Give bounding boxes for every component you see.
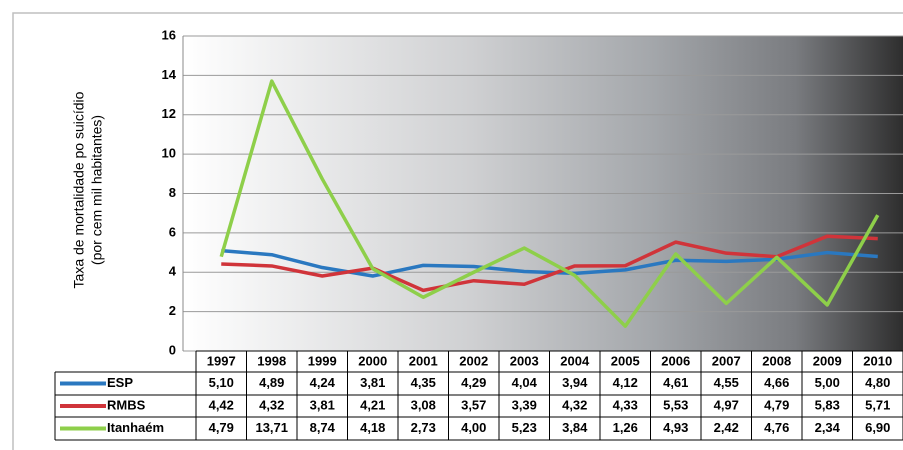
x-tick-label: 2005 xyxy=(611,353,640,368)
x-tick-label: 2004 xyxy=(560,353,590,368)
data-label: 4,32 xyxy=(562,397,587,412)
data-label: 5,53 xyxy=(663,397,688,412)
data-label: 4,24 xyxy=(310,375,336,390)
data-label: 13,71 xyxy=(255,420,288,435)
series-line xyxy=(221,234,878,293)
x-tick-label: 2007 xyxy=(712,353,741,368)
x-tick-label: 2001 xyxy=(409,353,438,368)
series-line xyxy=(221,248,878,278)
data-label: 3,39 xyxy=(512,397,537,412)
y-axis-label: (por cem mil habitantes) xyxy=(89,115,105,265)
data-label: 8,74 xyxy=(310,420,336,435)
data-label: 5,71 xyxy=(865,397,890,412)
data-label: 4,93 xyxy=(663,420,688,435)
x-tick-label: 2008 xyxy=(762,353,791,368)
x-tick-label: 1997 xyxy=(207,353,236,368)
data-label: 4,61 xyxy=(663,375,688,390)
x-tick-label: 1998 xyxy=(257,353,286,368)
data-label: 4,42 xyxy=(209,397,234,412)
y-tick-label: 0 xyxy=(169,342,176,357)
x-tick-label: 2000 xyxy=(358,353,387,368)
data-label: 3,57 xyxy=(461,397,486,412)
data-label: 4,35 xyxy=(411,375,436,390)
data-label: 4,33 xyxy=(613,397,638,412)
y-tick-label: 12 xyxy=(162,106,176,121)
data-label: 4,55 xyxy=(714,375,739,390)
x-tick-label: 2002 xyxy=(459,353,488,368)
legend-label: ESP xyxy=(107,375,133,390)
legend-label: RMBS xyxy=(107,397,146,412)
data-label: 5,83 xyxy=(815,397,840,412)
data-label: 4,04 xyxy=(512,375,538,390)
y-tick-label: 4 xyxy=(169,264,177,279)
y-tick-label: 6 xyxy=(169,224,176,239)
data-label: 5,23 xyxy=(512,420,537,435)
y-tick-label: 14 xyxy=(162,67,177,82)
data-label: 4,76 xyxy=(764,420,789,435)
data-label: 4,89 xyxy=(259,375,284,390)
x-tick-label: 2006 xyxy=(661,353,690,368)
data-label: 6,90 xyxy=(865,420,890,435)
data-label: 3,94 xyxy=(562,375,588,390)
data-label: 3,81 xyxy=(310,397,335,412)
data-label: 1,26 xyxy=(613,420,638,435)
legend-label: Itanhaém xyxy=(107,420,164,435)
data-label: 3,81 xyxy=(360,375,385,390)
data-label: 4,18 xyxy=(360,420,385,435)
data-label: 2,73 xyxy=(411,420,436,435)
data-label: 3,08 xyxy=(411,397,436,412)
data-label: 3,84 xyxy=(562,420,588,435)
x-tick-label: 2010 xyxy=(863,353,892,368)
x-tick-label: 2009 xyxy=(813,353,842,368)
data-label: 4,21 xyxy=(360,397,385,412)
y-tick-label: 16 xyxy=(162,27,176,42)
data-label: 5,00 xyxy=(815,375,840,390)
data-label: 2,42 xyxy=(714,420,739,435)
data-label: 2,34 xyxy=(815,420,841,435)
data-label: 4,79 xyxy=(209,420,234,435)
data-label: 5,10 xyxy=(209,375,234,390)
y-tick-label: 2 xyxy=(169,303,176,318)
data-label: 4,97 xyxy=(714,397,739,412)
y-tick-label: 8 xyxy=(169,185,176,200)
frame xyxy=(12,12,903,450)
data-label: 4,66 xyxy=(764,375,789,390)
y-axis-label: Taxa de mortalidade po suicídio xyxy=(71,91,87,288)
y-tick-label: 10 xyxy=(162,146,176,161)
data-label: 4,29 xyxy=(461,375,486,390)
x-tick-label: 2003 xyxy=(510,353,539,368)
series-line xyxy=(219,79,880,328)
data-label: 4,32 xyxy=(259,397,284,412)
data-label: 4,79 xyxy=(764,397,789,412)
data-label: 4,80 xyxy=(865,375,890,390)
x-tick-label: 1999 xyxy=(308,353,337,368)
data-label: 4,12 xyxy=(613,375,638,390)
data-label: 4,00 xyxy=(461,420,486,435)
